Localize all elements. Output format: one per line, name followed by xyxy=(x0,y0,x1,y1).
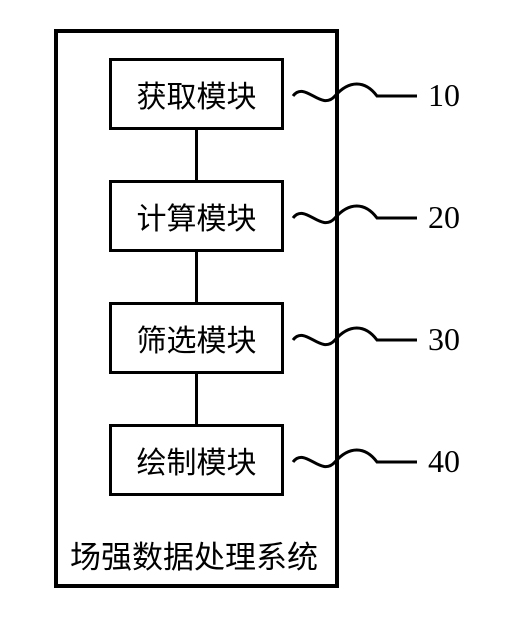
connector-3-4 xyxy=(195,374,198,424)
module-acquire-label: 获取模块 xyxy=(137,72,257,116)
ref-label-filter: 30 xyxy=(428,321,460,358)
module-filter-label: 筛选模块 xyxy=(137,316,257,360)
module-acquire: 获取模块 xyxy=(109,58,284,130)
system-caption: 场强数据处理系统 xyxy=(70,532,318,577)
ref-label-render: 40 xyxy=(428,443,460,480)
leader-line-compute xyxy=(291,204,419,232)
leader-line-filter xyxy=(291,326,419,354)
leader-line-acquire xyxy=(291,82,419,110)
module-render: 绘制模块 xyxy=(109,424,284,496)
module-compute-label: 计算模块 xyxy=(137,194,257,238)
ref-label-acquire: 10 xyxy=(428,77,460,114)
module-render-label: 绘制模块 xyxy=(137,438,257,482)
connector-1-2 xyxy=(195,130,198,180)
module-compute: 计算模块 xyxy=(109,180,284,252)
connector-2-3 xyxy=(195,252,198,302)
module-filter: 筛选模块 xyxy=(109,302,284,374)
ref-label-compute: 20 xyxy=(428,199,460,236)
leader-line-render xyxy=(291,448,419,476)
